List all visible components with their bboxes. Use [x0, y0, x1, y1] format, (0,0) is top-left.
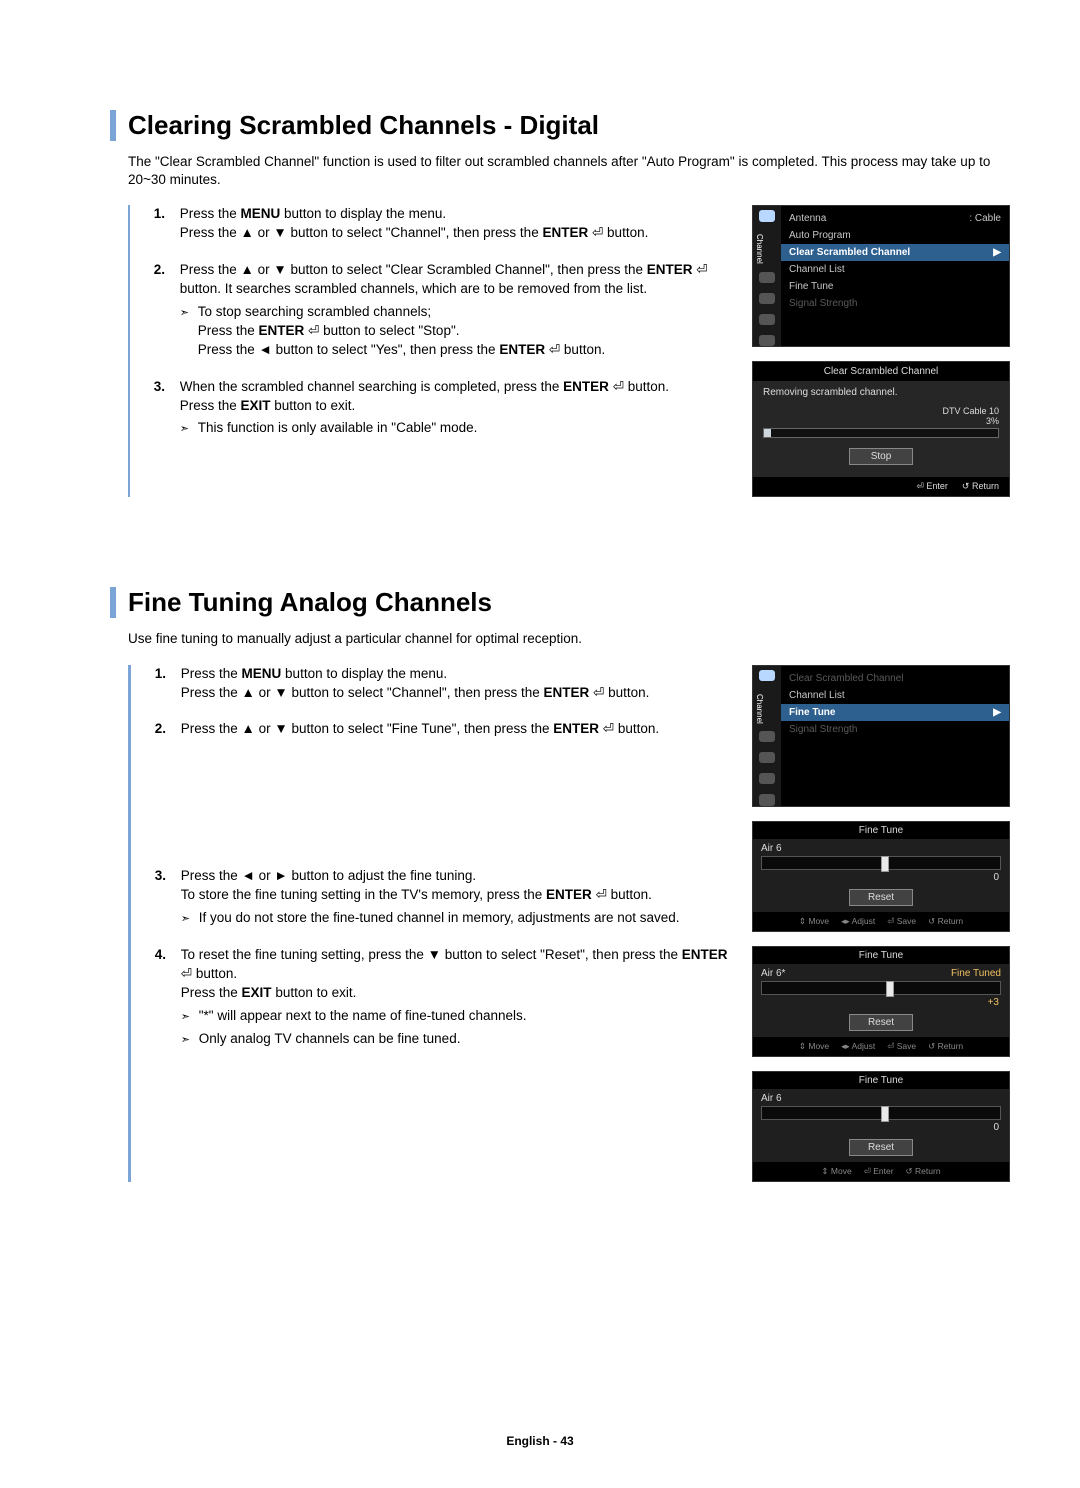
note-arrow-icon — [180, 419, 198, 438]
chevron-right-icon: ▶ — [993, 247, 1001, 258]
ft-value: +3 — [753, 997, 1009, 1008]
menu-icon-strip: Channel — [753, 666, 781, 806]
menu-category-icon — [759, 272, 775, 283]
section-1-steps: 1. Press the MENU button to display the … — [154, 205, 738, 438]
fine-tune-slider[interactable] — [761, 856, 1001, 870]
menu-category-icon — [759, 773, 775, 784]
fine-tune-slider[interactable] — [761, 981, 1001, 995]
menu-category-icon — [759, 314, 775, 325]
step-number: 4. — [155, 946, 181, 1048]
fine-tune-screenshot-2: Fine Tune Air 6* Fine Tuned +3 Reset ⇕ Mo… — [752, 946, 1010, 1057]
section-2-steps: 1. Press the MENU button to display the … — [155, 665, 738, 1049]
note-arrow-icon — [181, 909, 199, 928]
steps-accent-bar — [128, 205, 130, 497]
ft-footer: ⇕ Move ◂▸ Adjust ⏎ Save ↺ Return — [753, 912, 1009, 931]
dialog-footer: ⏎ Enter ↺ Return — [753, 477, 1009, 496]
menu-category-icon — [759, 731, 775, 742]
progress-bar — [763, 428, 999, 438]
section-1-title: Clearing Scrambled Channels - Digital — [128, 110, 599, 141]
section-2-intro: Use fine tuning to manually adjust a par… — [128, 630, 1010, 648]
fine-tune-slider[interactable] — [761, 1106, 1001, 1120]
tv-menu-screenshot-1: Channel Antenna: Cable Auto Program Clea… — [752, 205, 1010, 347]
title-accent-bar — [110, 587, 116, 618]
enter-icon: ⏎ — [549, 342, 560, 357]
enter-icon: ⏎ — [596, 887, 607, 902]
ft-title: Fine Tune — [753, 822, 1009, 839]
step-number: 1. — [155, 665, 181, 703]
menu-row: Antenna: Cable — [781, 210, 1009, 227]
ft-footer: ⇕ Move ⏎ Enter ↺ Return — [753, 1162, 1009, 1181]
section-2-title: Fine Tuning Analog Channels — [128, 587, 492, 618]
ft-status: Fine Tuned — [951, 968, 1001, 979]
return-hint: ↺ Return — [962, 481, 999, 492]
menu-row-disabled: Signal Strength — [781, 721, 1009, 738]
enter-icon: ⏎ — [308, 323, 319, 338]
enter-icon: ⏎ — [181, 966, 192, 981]
tv-menu-screenshot-2: Channel Clear Scrambled Channel Channel … — [752, 665, 1010, 807]
enter-icon: ⏎ — [593, 685, 604, 700]
stop-button[interactable]: Stop — [849, 448, 913, 465]
section-1-header: Clearing Scrambled Channels - Digital — [110, 110, 1010, 141]
steps-accent-bar — [128, 665, 131, 1182]
menu-category-icon — [759, 210, 775, 221]
note-arrow-icon — [180, 303, 198, 360]
step-number: 2. — [155, 720, 181, 849]
enter-hint: ⏎ Enter — [916, 481, 948, 492]
step-number: 3. — [154, 378, 180, 439]
menu-category-icon — [759, 293, 775, 304]
reset-button[interactable]: Reset — [849, 1014, 913, 1031]
slider-handle[interactable] — [881, 1106, 889, 1122]
ft-title: Fine Tune — [753, 1072, 1009, 1089]
menu-row: Channel List — [781, 261, 1009, 278]
slider-handle[interactable] — [886, 981, 894, 997]
dialog-channel: DTV Cable 10 — [763, 406, 999, 416]
menu-row-selected: Clear Scrambled Channel▶ — [781, 244, 1009, 261]
clear-scrambled-dialog: Clear Scrambled Channel Removing scrambl… — [752, 361, 1010, 497]
note-arrow-icon — [181, 1030, 199, 1049]
menu-category-icon — [759, 752, 775, 763]
step-number: 2. — [154, 261, 180, 359]
menu-category-icon — [759, 670, 775, 681]
ft-value: 0 — [753, 872, 1009, 883]
enter-icon: ⏎ — [613, 379, 624, 394]
enter-icon: ⏎ — [603, 721, 614, 736]
ft-channel: Air 6 — [761, 1093, 782, 1104]
slider-handle[interactable] — [881, 856, 889, 872]
enter-icon: ⏎ — [696, 262, 707, 277]
reset-button[interactable]: Reset — [849, 1139, 913, 1156]
fine-tune-screenshot-3: Fine Tune Air 6 0 Reset ⇕ Move ⏎ Enter ↺… — [752, 1071, 1010, 1182]
menu-icon-strip: Channel — [753, 206, 781, 346]
page-footer: English - 43 — [0, 1434, 1080, 1448]
ft-channel: Air 6 — [761, 843, 782, 854]
dialog-message: Removing scrambled channel. — [763, 387, 999, 398]
menu-row: Channel List — [781, 687, 1009, 704]
note-arrow-icon — [181, 1007, 199, 1026]
reset-button[interactable]: Reset — [849, 889, 913, 906]
progress-fill — [764, 429, 771, 437]
menu-row-disabled: Signal Strength — [781, 295, 1009, 312]
section-1-intro: The "Clear Scrambled Channel" function i… — [128, 153, 1010, 189]
ft-value: 0 — [753, 1122, 1009, 1133]
menu-category-icon — [759, 335, 775, 346]
ft-title: Fine Tune — [753, 947, 1009, 964]
ft-channel: Air 6* — [761, 968, 785, 979]
menu-row: Fine Tune — [781, 278, 1009, 295]
ft-footer: ⇕ Move ◂▸ Adjust ⏎ Save ↺ Return — [753, 1037, 1009, 1056]
chevron-right-icon: ▶ — [993, 707, 1001, 718]
fine-tune-screenshot-1: Fine Tune Air 6 0 Reset ⇕ Move ◂▸ Adjust… — [752, 821, 1010, 932]
menu-row-disabled: Clear Scrambled Channel — [781, 670, 1009, 687]
section-2-header: Fine Tuning Analog Channels — [110, 587, 1010, 618]
menu-category-icon — [759, 794, 775, 805]
menu-row-selected: Fine Tune▶ — [781, 704, 1009, 721]
menu-row: Auto Program — [781, 227, 1009, 244]
title-accent-bar — [110, 110, 116, 141]
step-number: 3. — [155, 867, 181, 928]
enter-icon: ⏎ — [592, 225, 603, 240]
dialog-percent: 3% — [763, 416, 999, 426]
dialog-title: Clear Scrambled Channel — [753, 362, 1009, 381]
step-number: 1. — [154, 205, 180, 243]
